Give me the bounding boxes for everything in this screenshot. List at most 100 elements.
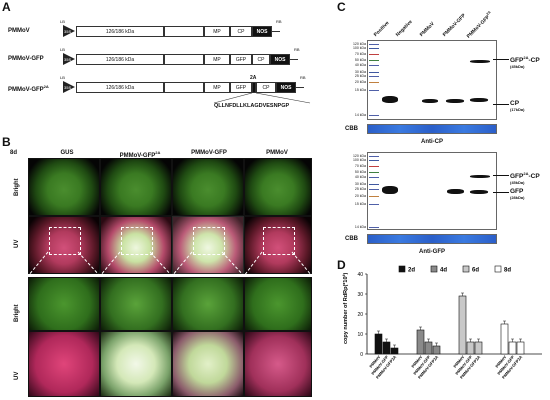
bar [466, 341, 475, 355]
legend-swatch [430, 265, 438, 273]
cbb-label-2: CBB [345, 236, 358, 242]
col-pmmov-gfp2a: PMMoV-GFP2A [119, 150, 161, 159]
ladder-band [369, 54, 379, 55]
photo-pmmov-bright-zoom [244, 277, 312, 331]
ladder-marker: 50 kDa [354, 58, 366, 62]
gene-mp: MP [204, 54, 230, 65]
bar [516, 341, 525, 355]
anti-gfp-label: Anti-GFP [419, 249, 445, 255]
ladder-marker: 100 kDa [352, 158, 366, 162]
ladder-band [369, 189, 379, 190]
ladder-marker: 20 kDa [354, 194, 366, 198]
panel-b-label: B [2, 135, 11, 149]
ladder-band [369, 172, 379, 173]
bar [474, 341, 483, 355]
gene-126-186-kda: 126/186 kDa [76, 54, 164, 65]
ladder-band [369, 227, 379, 228]
legend-swatch [494, 265, 502, 273]
bar [424, 341, 433, 355]
gene-126-186-kda: 126/186 kDa [76, 82, 164, 93]
panel-d-label: D [337, 258, 346, 272]
legend-label: 4d [440, 268, 447, 274]
blot-band [382, 186, 398, 194]
band-label: GFP2A-CP (45kDa) [510, 55, 540, 70]
ladder-band [369, 44, 379, 45]
promoter-label: 35S [64, 85, 72, 90]
peptide-sequence: QLLNFDLLKLAGDVESNPGP [214, 103, 290, 109]
photo-gfp-bright-zoom [172, 277, 244, 331]
ladder-marker: 70 kDa [354, 164, 366, 168]
y-tick-label: 0 [360, 352, 363, 358]
gene-spacer [164, 54, 204, 65]
rb-label: RB [294, 47, 300, 52]
photo-gus-uv-zoom [28, 331, 100, 397]
blot-band [470, 190, 488, 194]
y-tick-label: 10 [357, 332, 363, 338]
lb-label: LB [60, 19, 65, 24]
bar [458, 295, 467, 355]
photo-pmmov-uv [244, 216, 312, 274]
photo-pmmov-bright [244, 158, 312, 216]
zoom-lines [28, 251, 313, 277]
promoter-label: 35S [64, 29, 72, 34]
photo-gus-bright-zoom [28, 277, 100, 331]
ladder-band [369, 166, 379, 167]
ladder-band [369, 196, 379, 197]
rb-label: RB [276, 19, 282, 24]
ladder-marker: 15 kDa [354, 88, 366, 92]
ladder-band [369, 82, 379, 83]
gene-nos: NOS [252, 26, 272, 37]
gene-cp: CP [256, 82, 276, 93]
gene-cp: CP [230, 26, 252, 37]
lane-header: PMMoV-GFP2A [465, 10, 492, 40]
band-label: CP (17kDa) [510, 100, 525, 112]
bar [508, 341, 517, 355]
row-uv-1: UV [14, 239, 20, 248]
ladder-marker: 30 kDa [354, 70, 366, 74]
photo-gfp2a-uv [100, 216, 172, 274]
blot-anti-cp [367, 40, 497, 120]
panel-c-label: C [337, 0, 346, 14]
cbb-label-1: CBB [345, 126, 358, 132]
lane-header: Positive [372, 20, 391, 38]
construct-name: PMMoV-GFP [8, 56, 44, 62]
lane-header: PMMoV-GFP [441, 12, 468, 38]
legend-label: 8d [504, 268, 511, 274]
col-pmmov: PMMoV [266, 150, 288, 156]
promoter-35s-icon [63, 25, 75, 37]
ladder-band [369, 90, 379, 91]
ladder-marker: 30 kDa [354, 182, 366, 186]
anti-cp-label: Anti-CP [421, 139, 443, 145]
gene-2a [252, 82, 256, 93]
ladder-marker: 120 kDa [352, 42, 366, 46]
legend-swatch [462, 265, 470, 273]
photo-gus-bright [28, 158, 100, 216]
lane-header: Negative [394, 19, 414, 38]
blot-band [446, 99, 464, 103]
gene-mp: MP [204, 26, 230, 37]
bar [416, 329, 425, 355]
legend-label: 6d [472, 268, 479, 274]
bar [382, 341, 391, 355]
blot-band [470, 175, 490, 178]
blot-band [422, 99, 438, 103]
promoter-label: 35S [64, 57, 72, 62]
bar [432, 345, 441, 355]
y-tick-label: 30 [357, 292, 363, 298]
construct-name: PMMoV [8, 28, 30, 34]
ladder-marker: 14 kDa [354, 113, 366, 117]
gene-gfp: GFP [230, 54, 252, 65]
blot-band [447, 189, 464, 194]
cbb-strip-2 [367, 234, 497, 244]
promoter-35s-icon [63, 53, 75, 65]
gene-gfp: GFP [230, 82, 252, 93]
photo-gfp-uv-zoom [172, 331, 244, 397]
band-label: GFP (28kDa) [510, 188, 525, 200]
photo-gfp2a-uv-zoom [100, 331, 172, 397]
y-tick-label: 20 [357, 312, 363, 318]
ladder-band [369, 156, 379, 157]
row-uv-2: UV [14, 371, 20, 380]
ladder-band [369, 204, 379, 205]
day-label: 8d [10, 150, 18, 156]
blot-band [470, 60, 490, 63]
